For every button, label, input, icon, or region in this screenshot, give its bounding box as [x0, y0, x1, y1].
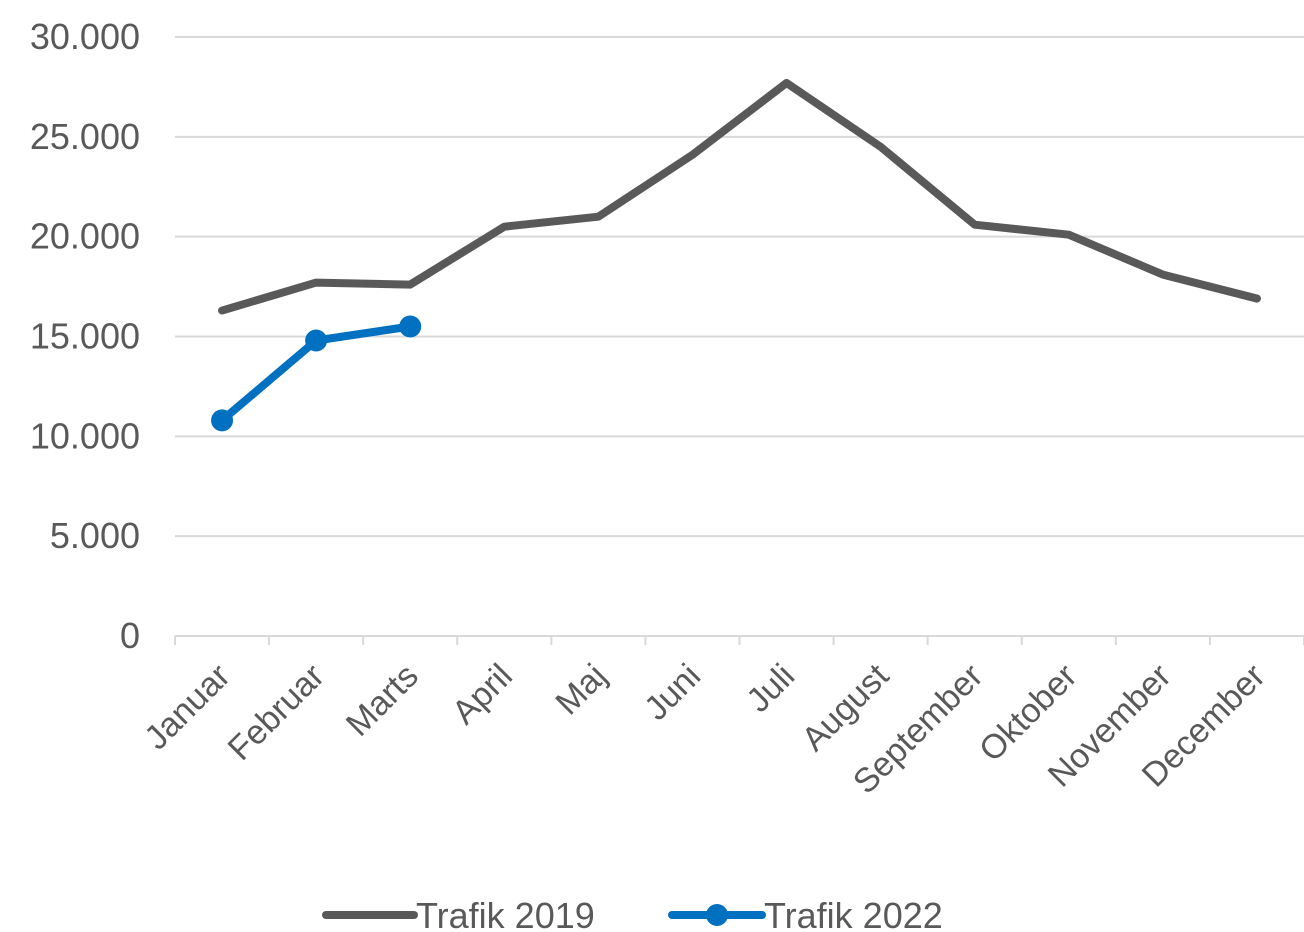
x-axis [174, 635, 1304, 645]
legend: Trafik 2019 Trafik 2022 [322, 895, 943, 932]
x-tick-label: April [445, 657, 520, 732]
y-tick-label: 5.000 [50, 515, 140, 556]
x-tick-label: Juli [739, 657, 802, 720]
data-point-marker [305, 329, 328, 352]
data-point-marker [399, 315, 422, 338]
x-tick-label: Marts [339, 657, 426, 744]
x-tick-label: Juni [637, 657, 708, 728]
series-lines [211, 78, 1261, 432]
legend-label: Trafik 2019 [416, 895, 595, 932]
x-tick-label: Maj [548, 657, 614, 723]
legend-marker [706, 904, 728, 926]
y-tick-label: 20.000 [30, 216, 140, 257]
legend-label: Trafik 2022 [764, 895, 943, 932]
data-point-marker [211, 409, 234, 432]
y-axis-tick-labels: 0 5.000 10.000 15.000 20.000 25.000 30.000 [30, 16, 140, 656]
y-tick-label: 0 [120, 615, 140, 656]
series-line-1 [218, 78, 1261, 315]
x-tick-label: Februar [221, 657, 332, 768]
y-tick-label: 15.000 [30, 316, 140, 357]
y-tick-label: 25.000 [30, 116, 140, 157]
y-tick-label: 30.000 [30, 16, 140, 57]
y-tick-label: 10.000 [30, 415, 140, 456]
